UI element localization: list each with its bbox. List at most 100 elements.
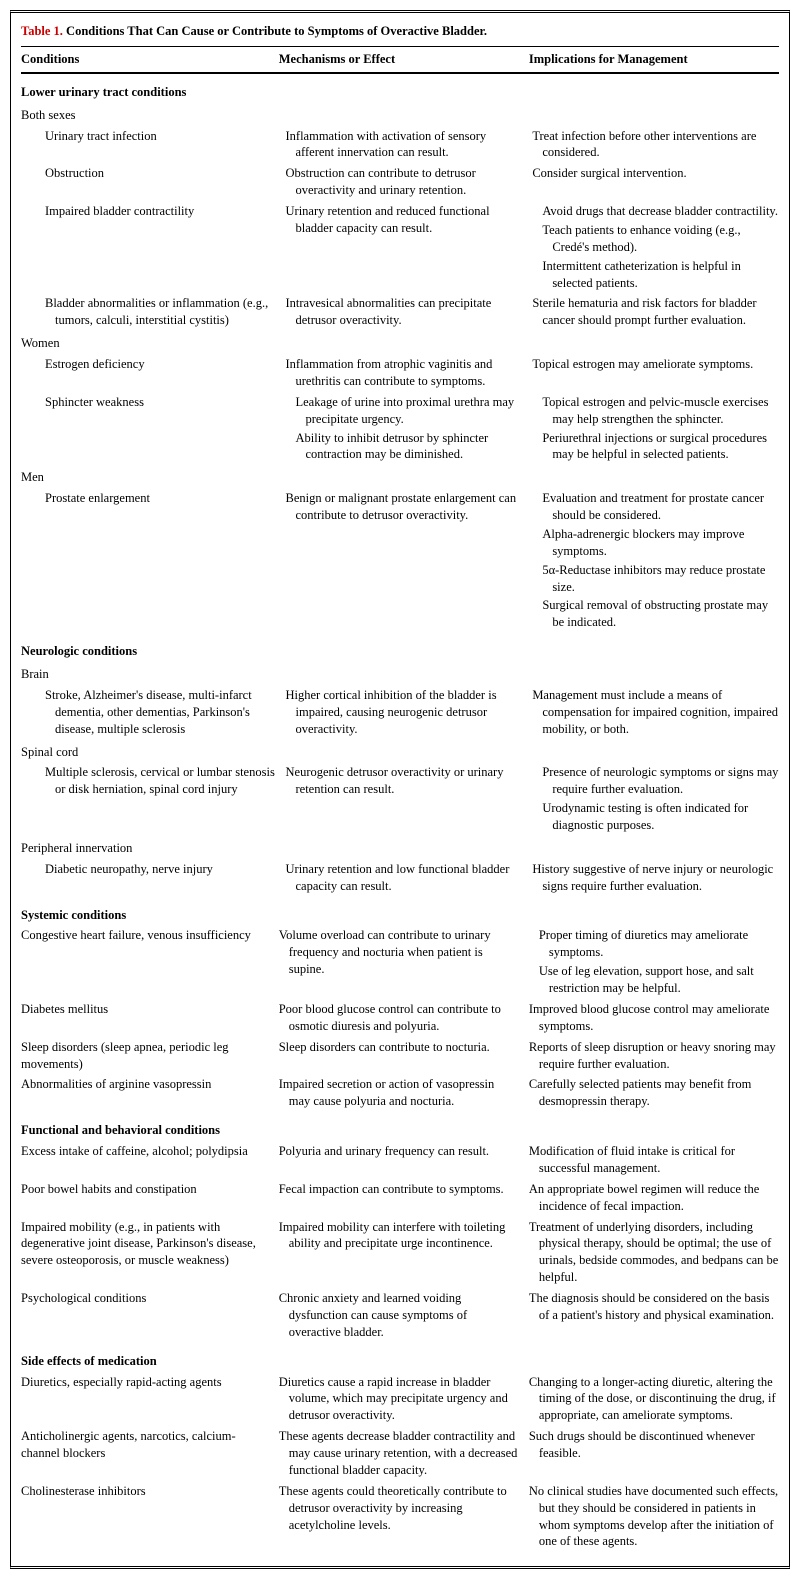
cell: Urinary retention and reduced functional…: [286, 203, 533, 291]
table-row: Psychological conditionsChronic anxiety …: [21, 1288, 779, 1343]
table-row: Congestive heart failure, venous insuffi…: [21, 925, 779, 999]
cell: Diabetes mellitus: [21, 1001, 279, 1035]
table-row: Stroke, Alzheimer's disease, multi-infar…: [21, 685, 779, 740]
cell: Improved blood glucose control may ameli…: [529, 1001, 779, 1035]
cell-line: Urodynamic testing is often indicated fo…: [542, 800, 779, 834]
table-title: Table 1. Conditions That Can Cause or Co…: [21, 19, 779, 47]
section-heading: Lower urinary tract conditions: [21, 74, 779, 103]
cell: Impaired bladder contractility: [31, 203, 286, 291]
sub-heading: Men: [21, 465, 779, 488]
cell: Sterile hematuria and risk factors for b…: [532, 295, 779, 329]
cell: Benign or malignant prostate enlargement…: [286, 490, 533, 631]
cell: Management must include a means of compe…: [532, 687, 779, 738]
cell-line: Leakage of urine into proximal urethra m…: [296, 394, 523, 428]
table-row: Sphincter weakness Leakage of urine into …: [21, 392, 779, 466]
cell: Treatment of underlying disorders, inclu…: [529, 1219, 779, 1287]
cell: Impaired mobility can interfere with toi…: [279, 1219, 529, 1287]
cell: Topical estrogen and pelvic-muscle exerc…: [532, 394, 779, 464]
cell: Poor blood glucose control can contribut…: [279, 1001, 529, 1035]
cell: Diuretics, especially rapid-acting agent…: [21, 1374, 279, 1425]
sub-heading: Peripheral innervation: [21, 836, 779, 859]
cell: Diuretics cause a rapid increase in blad…: [279, 1374, 529, 1425]
cell: Consider surgical intervention.: [532, 165, 779, 199]
table-row: Estrogen deficiencyInflammation from atr…: [21, 354, 779, 392]
cell: Inflammation with activation of sensory …: [286, 128, 533, 162]
cell: Abnormalities of arginine vasopressin: [21, 1076, 279, 1110]
table-row: Excess intake of caffeine, alcohol; poly…: [21, 1141, 779, 1179]
cell: Fecal impaction can contribute to sympto…: [279, 1181, 529, 1215]
table-title-text: Conditions That Can Cause or Contribute …: [66, 24, 487, 38]
cell: These agents could theoretically contrib…: [279, 1483, 529, 1551]
table-row: Diabetes mellitusPoor blood glucose cont…: [21, 999, 779, 1037]
cell: Impaired mobility (e.g., in patients wit…: [21, 1219, 279, 1287]
cell: An appropriate bowel regimen will reduce…: [529, 1181, 779, 1215]
section-heading: Functional and behavioral conditions: [21, 1112, 779, 1141]
cell: Sleep disorders can contribute to noctur…: [279, 1039, 529, 1073]
cell-line: Teach patients to enhance voiding (e.g.,…: [542, 222, 779, 256]
cell: Urinary tract infection: [31, 128, 286, 162]
header-implications: Implications for Management: [529, 51, 779, 68]
table-row: Multiple sclerosis, cervical or lumbar s…: [21, 762, 779, 836]
cell: Inflammation from atrophic vaginitis and…: [286, 356, 533, 390]
sub-heading: Both sexes: [21, 103, 779, 126]
cell: Congestive heart failure, venous insuffi…: [21, 927, 279, 997]
sub-heading: Spinal cord: [21, 740, 779, 763]
cell: The diagnosis should be considered on th…: [529, 1290, 779, 1341]
table-body: Lower urinary tract conditionsBoth sexes…: [21, 74, 779, 1553]
table-row: Prostate enlargementBenign or malignant …: [21, 488, 779, 633]
table-row: Poor bowel habits and constipationFecal …: [21, 1179, 779, 1217]
cell: Stroke, Alzheimer's disease, multi-infar…: [31, 687, 286, 738]
cell-line: Periurethral injections or surgical proc…: [542, 430, 779, 464]
cell-line: Avoid drugs that decrease bladder contra…: [542, 203, 779, 220]
cell: Obstruction: [31, 165, 286, 199]
table-row: Urinary tract infectionInflammation with…: [21, 126, 779, 164]
cell: Polyuria and urinary frequency can resul…: [279, 1143, 529, 1177]
cell: No clinical studies have documented such…: [529, 1483, 779, 1551]
cell: Anticholinergic agents, narcotics, calci…: [21, 1428, 279, 1479]
cell-line: Alpha-adrenergic blockers may improve sy…: [542, 526, 779, 560]
cell: Avoid drugs that decrease bladder contra…: [532, 203, 779, 291]
table-label: Table 1.: [21, 24, 63, 38]
cell-line: Proper timing of diuretics may ameliorat…: [539, 927, 779, 961]
table-row: Abnormalities of arginine vasopressinImp…: [21, 1074, 779, 1112]
table-row: Impaired mobility (e.g., in patients wit…: [21, 1217, 779, 1289]
cell: Urinary retention and low functional bla…: [286, 861, 533, 895]
cell: Sleep disorders (sleep apnea, periodic l…: [21, 1039, 279, 1073]
table-row: Impaired bladder contractilityUrinary re…: [21, 201, 779, 293]
cell-line: Ability to inhibit detrusor by sphincter…: [296, 430, 523, 464]
cell: Sphincter weakness: [31, 394, 286, 464]
table-row: Anticholinergic agents, narcotics, calci…: [21, 1426, 779, 1481]
cell-line: Topical estrogen and pelvic-muscle exerc…: [542, 394, 779, 428]
cell: Prostate enlargement: [31, 490, 286, 631]
table-row: Sleep disorders (sleep apnea, periodic l…: [21, 1037, 779, 1075]
cell: Leakage of urine into proximal urethra m…: [286, 394, 533, 464]
cell-line: Surgical removal of obstructing prostate…: [542, 597, 779, 631]
cell: Topical estrogen may ameliorate symptoms…: [532, 356, 779, 390]
cell: History suggestive of nerve injury or ne…: [532, 861, 779, 895]
cell: Treat infection before other interventio…: [532, 128, 779, 162]
cell: Intravesical abnormalities can precipita…: [286, 295, 533, 329]
column-headers: Conditions Mechanisms or Effect Implicat…: [21, 47, 779, 74]
header-mechanisms: Mechanisms or Effect: [279, 51, 529, 68]
table-row: ObstructionObstruction can contribute to…: [21, 163, 779, 201]
cell: Carefully selected patients may benefit …: [529, 1076, 779, 1110]
cell: Modification of fluid intake is critical…: [529, 1143, 779, 1177]
cell: Impaired secretion or action of vasopres…: [279, 1076, 529, 1110]
cell: Obstruction can contribute to detrusor o…: [286, 165, 533, 199]
cell-line: Presence of neurologic symptoms or signs…: [542, 764, 779, 798]
cell: Poor bowel habits and constipation: [21, 1181, 279, 1215]
cell: Bladder abnormalities or inflammation (e…: [31, 295, 286, 329]
section-heading: Systemic conditions: [21, 897, 779, 926]
cell-line: Use of leg elevation, support hose, and …: [539, 963, 779, 997]
cell: Presence of neurologic symptoms or signs…: [532, 764, 779, 834]
cell: Multiple sclerosis, cervical or lumbar s…: [31, 764, 286, 834]
cell: Chronic anxiety and learned voiding dysf…: [279, 1290, 529, 1341]
section-heading: Neurologic conditions: [21, 633, 779, 662]
cell-line: 5α-Reductase inhibitors may reduce prost…: [542, 562, 779, 596]
cell: Excess intake of caffeine, alcohol; poly…: [21, 1143, 279, 1177]
cell: Higher cortical inhibition of the bladde…: [286, 687, 533, 738]
cell: Evaluation and treatment for prostate ca…: [532, 490, 779, 631]
header-conditions: Conditions: [21, 51, 279, 68]
medical-table: Table 1. Conditions That Can Cause or Co…: [10, 10, 790, 1569]
cell: Cholinesterase inhibitors: [21, 1483, 279, 1551]
